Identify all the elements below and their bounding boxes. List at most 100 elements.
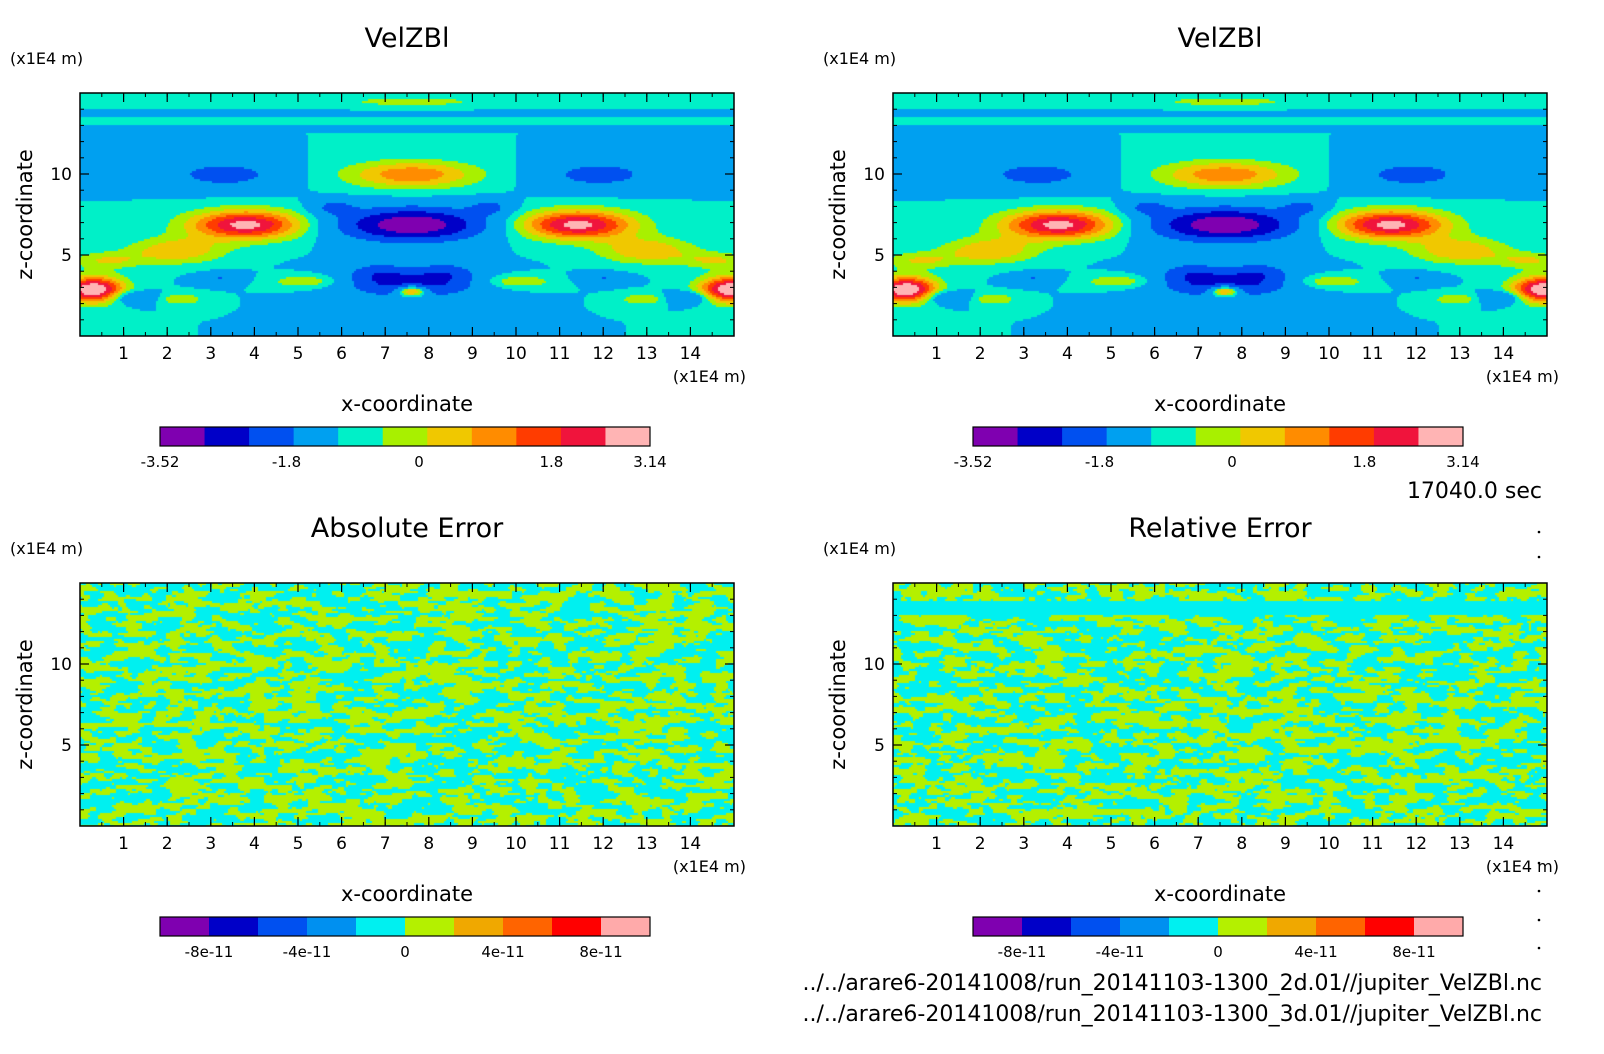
- x-tick-label: 14: [1493, 834, 1515, 854]
- x-tick-label: 1: [118, 834, 129, 854]
- x-tick-label: 14: [680, 834, 702, 854]
- x-tick-label: 12: [1405, 834, 1427, 854]
- chart-title: VelZBl: [1177, 23, 1262, 54]
- colorbar-swatch: [1195, 427, 1241, 446]
- file-path-2: ../../arare6-20141008/run_20141103-1300_…: [803, 1002, 1542, 1027]
- x-tick-label: 11: [1362, 344, 1384, 364]
- x-tick-label: 8: [1236, 834, 1247, 854]
- colorbar-tick-label: 8e-11: [1392, 943, 1435, 961]
- colorbar-tick-label: 0: [1213, 943, 1223, 961]
- colorbar-swatch: [258, 917, 308, 936]
- x-tick-label: 2: [162, 344, 173, 364]
- colorbar-tick-label: 0: [1227, 453, 1237, 471]
- y-axis-label: z-coordinate: [826, 639, 850, 770]
- x-tick-label: 14: [680, 344, 702, 364]
- colorbar-tick-label: 4e-11: [1294, 943, 1337, 961]
- x-tick-label: 13: [1449, 834, 1471, 854]
- colorbar-swatch: [552, 917, 602, 936]
- x-tick-label: 10: [1318, 344, 1340, 364]
- x-axis-label: x-coordinate: [341, 392, 473, 416]
- chart-panel-2: VelZBl(x1E4 m)1 2 3 4 5 6 7 8 9 10 11 12 13 14510(x1E…: [823, 23, 1559, 471]
- x-tick-label: 8: [423, 344, 434, 364]
- colorbar-swatch: [1418, 427, 1464, 446]
- colorbar-tick-label: -4e-11: [1096, 943, 1145, 961]
- heatmap-field: [893, 583, 1547, 826]
- x-axis-label: x-coordinate: [341, 882, 473, 906]
- x-tick-label: 3: [205, 834, 216, 854]
- colorbar-swatch: [204, 427, 250, 446]
- colorbar-swatch: [1151, 427, 1197, 446]
- x-tick-label: 5: [293, 834, 304, 854]
- x-tick-label: 7: [1193, 344, 1204, 364]
- x-tick-label: 2: [975, 344, 986, 364]
- x-axis-label: x-coordinate: [1154, 392, 1286, 416]
- colorbar-tick-label: 0: [414, 453, 424, 471]
- x-tick-label: 8: [423, 834, 434, 854]
- x-axis-label: x-coordinate: [1154, 882, 1286, 906]
- x-tick-label: 3: [1018, 344, 1029, 364]
- x-tick-label: 4: [1062, 834, 1073, 854]
- x-tick-label: 4: [249, 344, 260, 364]
- colorbar-swatch: [160, 917, 210, 936]
- chart-panel-3: Absolute Error(x1E4 m)1 2 3 4 5 6 7 8 9 10 11 12 13 1…: [10, 513, 746, 961]
- colorbar-tick-label: 0: [400, 943, 410, 961]
- x-tick-label: 10: [505, 834, 527, 854]
- margin-dot: [1537, 889, 1541, 893]
- chart-title: Absolute Error: [311, 513, 504, 544]
- colorbar-swatch: [471, 427, 517, 446]
- x-tick-label: 6: [336, 834, 347, 854]
- x-tick-label: 11: [549, 834, 571, 854]
- y-unit-label: (x1E4 m): [10, 49, 83, 68]
- x-tick-label: 6: [1149, 344, 1160, 364]
- x-tick-label: 10: [505, 344, 527, 364]
- x-tick-label: 5: [1106, 834, 1117, 854]
- y-axis-label: z-coordinate: [13, 639, 37, 770]
- colorbar-tick-label: 1.8: [539, 453, 563, 471]
- colorbar-swatch: [1365, 917, 1415, 936]
- colorbar-tick-label: -1.8: [272, 453, 301, 471]
- x-tick-label: 8: [1236, 344, 1247, 364]
- y-tick-label: 5: [874, 246, 885, 266]
- margin-dot: [1537, 918, 1541, 922]
- x-tick-label: 7: [380, 834, 391, 854]
- colorbar-swatch: [382, 427, 428, 446]
- colorbar-swatch: [1284, 427, 1330, 446]
- colorbar-swatch: [1240, 427, 1286, 446]
- colorbar-swatch: [973, 917, 1023, 936]
- margin-dot: [1537, 946, 1541, 950]
- x-tick-label: 2: [162, 834, 173, 854]
- colorbar-swatch: [160, 427, 206, 446]
- chart-title: VelZBl: [364, 23, 449, 54]
- chart-title: Relative Error: [1128, 513, 1312, 544]
- x-tick-label: 7: [380, 344, 391, 364]
- x-tick-label: 13: [636, 834, 658, 854]
- x-tick-label: 9: [1280, 344, 1291, 364]
- colorbar-swatch: [338, 427, 384, 446]
- colorbar-frame: [159, 426, 651, 447]
- y-axis-label: z-coordinate: [826, 149, 850, 280]
- chart-panel-4: Relative Error(x1E4 m)1 2 3 4 5 6 7 8 9 10 11 12 13 1…: [823, 513, 1559, 961]
- x-tick-label: 3: [1018, 834, 1029, 854]
- colorbar-frame: [972, 426, 1464, 447]
- y-tick-label: 5: [61, 246, 72, 266]
- colorbar-swatch: [1062, 427, 1108, 446]
- x-tick-label: 13: [636, 344, 658, 364]
- colorbar-tick-label: 1.8: [1352, 453, 1376, 471]
- colorbar-swatch: [1106, 427, 1152, 446]
- colorbar-tick-label: 8e-11: [579, 943, 622, 961]
- x-tick-label: 12: [592, 344, 614, 364]
- colorbar-tick-label: -8e-11: [998, 943, 1047, 961]
- x-tick-label: 4: [1062, 344, 1073, 364]
- y-unit-label: (x1E4 m): [823, 49, 896, 68]
- x-tick-label: 5: [293, 344, 304, 364]
- colorbar-swatch: [293, 427, 339, 446]
- colorbar-tick-label: -3.52: [141, 453, 180, 471]
- y-tick-label: 5: [874, 736, 885, 756]
- x-unit-label: (x1E4 m): [1486, 367, 1559, 386]
- y-tick-label: 10: [50, 655, 72, 675]
- colorbar-tick-label: -4e-11: [283, 943, 332, 961]
- margin-dot: [1537, 555, 1541, 559]
- x-tick-label: 4: [249, 834, 260, 854]
- colorbar-swatch: [405, 917, 455, 936]
- colorbar-swatch: [356, 917, 406, 936]
